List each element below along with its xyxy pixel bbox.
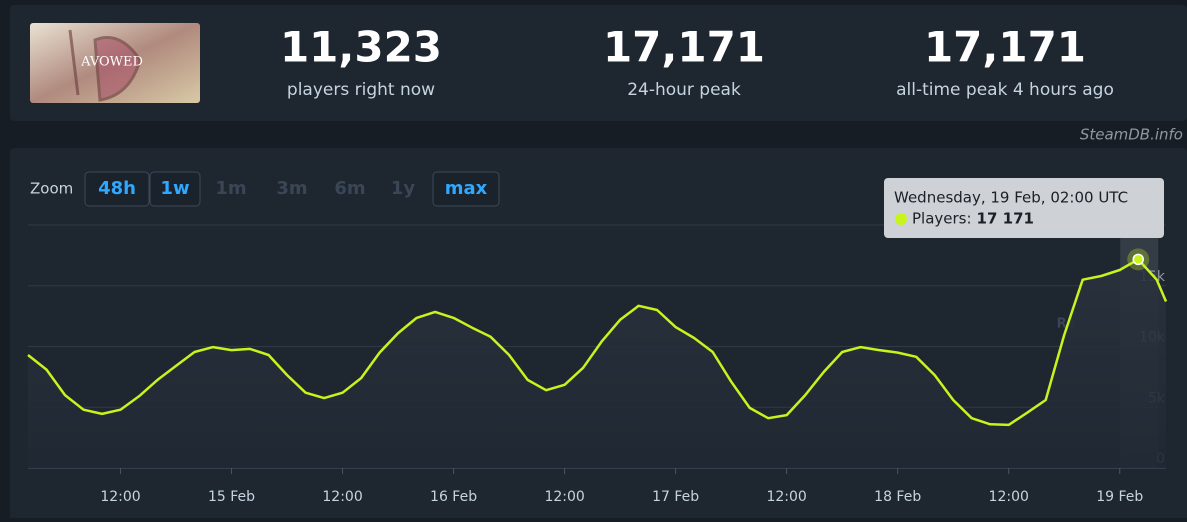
zoom-buttons: 48h 1w 1m 3m 6m 1y max bbox=[84, 171, 500, 207]
zoom-label: Zoom bbox=[30, 180, 73, 198]
x-tick-label: 12:00 bbox=[322, 489, 362, 505]
x-tick-label: 18 Feb bbox=[874, 489, 921, 505]
stat-label: 24-hour peak bbox=[627, 80, 741, 100]
stat-value: 17,171 bbox=[924, 23, 1086, 72]
zoom-button-label: 3m bbox=[276, 178, 307, 199]
tooltip-value: 17 171 bbox=[977, 210, 1034, 228]
hover-point bbox=[1132, 253, 1144, 266]
x-tick-label: 16 Feb bbox=[430, 489, 477, 505]
x-tick-label: 15 Feb bbox=[208, 489, 255, 505]
x-tick-label: 12:00 bbox=[100, 489, 140, 505]
stat-label: players right now bbox=[287, 80, 435, 100]
x-tick-label: 12:00 bbox=[766, 489, 806, 505]
zoom-button-label: 48h bbox=[98, 178, 136, 199]
zoom-button-frame bbox=[84, 171, 150, 207]
x-tick-label: 17 Feb bbox=[652, 489, 699, 505]
x-tick-label: 19 Feb bbox=[1096, 489, 1143, 505]
source-link[interactable]: SteamDB.info bbox=[1080, 126, 1183, 144]
line-series bbox=[27, 258, 1168, 427]
zoom-button-label: 1m bbox=[215, 178, 246, 199]
zoom-button-label: 1w bbox=[160, 178, 189, 199]
zoom-button[interactable]: 48h bbox=[84, 171, 150, 207]
zoom-button[interactable]: 3m bbox=[276, 178, 307, 199]
x-tick-label: 12:00 bbox=[989, 489, 1029, 505]
zoom-button[interactable]: max bbox=[432, 171, 500, 207]
tooltip-label: Players: bbox=[912, 210, 972, 228]
stat-label: all-time peak 4 hours ago bbox=[896, 80, 1114, 100]
zoom-button-label: 1y bbox=[391, 178, 416, 199]
zoom-button[interactable]: 1m bbox=[215, 178, 246, 199]
tooltip-dot bbox=[895, 213, 907, 225]
x-tick-label: 12:00 bbox=[544, 489, 584, 505]
zoom-button-frame bbox=[432, 171, 500, 207]
tooltip-box bbox=[884, 178, 1164, 238]
zoom-button[interactable]: 6m bbox=[334, 178, 365, 199]
zoom-button-label: max bbox=[445, 178, 488, 199]
line-area bbox=[28, 259, 1166, 468]
thumbnail-art bbox=[68, 29, 142, 102]
stat-value: 17,171 bbox=[603, 23, 765, 72]
zoom-button-label: 6m bbox=[334, 178, 365, 199]
zoom-button[interactable]: 1w bbox=[149, 171, 201, 207]
zoom-button[interactable]: 1y bbox=[391, 178, 416, 199]
tooltip: Wednesday, 19 Feb, 02:00 UTC Players: 17 1… bbox=[884, 178, 1164, 238]
zoom-button-frame bbox=[149, 171, 201, 207]
tooltip-title: Wednesday, 19 Feb, 02:00 UTC bbox=[894, 189, 1128, 207]
stats-panel bbox=[10, 5, 1187, 121]
stat-value: 11,323 bbox=[280, 23, 442, 72]
thumbnail-text: AVOWED bbox=[80, 55, 143, 70]
